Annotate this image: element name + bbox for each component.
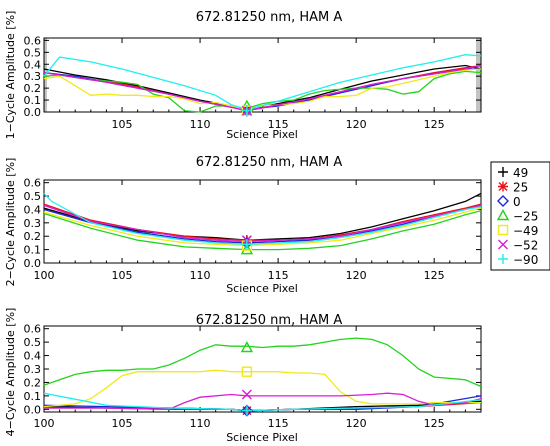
edge-shade-right (476, 38, 481, 112)
x-ticks: 100 105 110 115 120 125 (34, 326, 466, 430)
series-markers (240, 99, 254, 117)
y-ticks: 0.00.10.20.30.40.50.6 (24, 34, 481, 119)
y-tick-label: 0.1 (24, 244, 42, 257)
series-lines (43, 192, 482, 251)
plot-frame (43, 325, 482, 413)
panel-title: 672.81250 nm, HAM A (196, 313, 343, 328)
y-tick-label: 0.1 (24, 390, 42, 403)
cross-marker (241, 389, 252, 400)
series-lines (43, 54, 482, 113)
legend-frame (490, 161, 550, 271)
y-tick-label: 0.0 (24, 257, 42, 270)
legend-label: −52 (513, 239, 538, 253)
series-line-4 (43, 369, 481, 408)
triangle-marker (240, 341, 254, 353)
y-tick-label: 0.2 (24, 82, 42, 95)
x-tick-label: 120 (346, 269, 367, 282)
y-tick-label: 0.6 (24, 177, 42, 190)
diamond-marker (497, 195, 509, 207)
x-tick-label: 125 (424, 118, 445, 131)
x-axis-label: Science Pixel (226, 431, 298, 444)
y-ticks: 0.00.10.20.30.40.50.6 (24, 177, 481, 270)
x-tick-label: 110 (190, 118, 211, 131)
plus-marker (241, 105, 252, 116)
x-tick-label: 120 (346, 118, 367, 131)
series-line-5 (43, 64, 482, 112)
x-axis-label: Science Pixel (226, 282, 298, 295)
y-tick-label: 0.4 (24, 58, 42, 71)
plus-marker (241, 239, 252, 250)
x-axis-label: Science Pixel (226, 128, 298, 141)
y-tick-label: 0.6 (24, 34, 42, 47)
legend-label: 0 (513, 195, 521, 209)
y-tick-label: 0.3 (24, 217, 42, 230)
x-tick-label: 105 (112, 118, 133, 131)
series-lines (43, 337, 482, 412)
y-axis-label: 2−Cycle Amplitude [%] (4, 158, 17, 287)
triangle-marker (240, 243, 254, 255)
plot-frame (43, 37, 482, 113)
y-tick-label: 0.4 (24, 350, 42, 363)
x-tick-label: 110 (190, 269, 211, 282)
panel-2: 672.81250 nm, HAM A 0.00.10.20.30.40.50.… (4, 155, 482, 295)
x-tick-label: 115 (268, 417, 289, 430)
legend-label: −49 (513, 224, 538, 238)
series-line-3 (43, 337, 482, 388)
x-ticks: 105 110 115 120 125 (59, 38, 466, 131)
series-markers (240, 341, 254, 417)
asterisk-marker (498, 181, 508, 192)
y-tick-label: 0.3 (24, 363, 42, 376)
y-tick-label: 0.5 (24, 190, 42, 203)
plus-marker (498, 254, 508, 264)
x-tick-label: 100 (34, 417, 55, 430)
x-tick-label: 110 (190, 417, 211, 430)
y-tick-label: 0.5 (24, 46, 42, 59)
plus-marker (498, 167, 508, 177)
x-ticks: 100 105 110 115 120 125 (34, 180, 466, 282)
x-tick-label: 115 (268, 118, 289, 131)
triangle-marker (496, 209, 510, 221)
square-marker (497, 224, 509, 236)
series-line-0 (43, 192, 482, 241)
plus-marker (241, 405, 252, 416)
y-ticks: 0.00.10.20.30.40.50.6 (24, 323, 481, 416)
y-tick-label: 0.3 (24, 70, 42, 83)
panel-3: 672.81250 nm, HAM A 0.00.10.20.30.40.50.… (4, 308, 482, 444)
panel-title: 672.81250 nm, HAM A (196, 10, 343, 25)
x-tick-label: 120 (346, 417, 367, 430)
x-tick-label: 125 (424, 269, 445, 282)
legend-label: 25 (513, 181, 528, 195)
legend-label: 49 (513, 166, 528, 180)
square-marker (241, 366, 253, 377)
y-tick-label: 0.4 (24, 203, 42, 216)
x-tick-label: 100 (34, 269, 55, 282)
cross-marker (498, 239, 508, 250)
series-line-5 (43, 204, 482, 243)
y-axis-label: 1−Cycle Amplitude [%] (4, 11, 17, 140)
y-tick-label: 0.5 (24, 336, 42, 349)
y-tick-label: 0.0 (24, 403, 42, 416)
x-tick-label: 105 (112, 269, 133, 282)
panel-title: 672.81250 nm, HAM A (196, 155, 343, 170)
series-line-3 (43, 210, 482, 251)
legend-label: −25 (513, 210, 538, 224)
y-tick-label: 0.1 (24, 94, 42, 107)
x-tick-label: 105 (112, 417, 133, 430)
series-line-6 (43, 192, 482, 245)
y-tick-label: 0.0 (24, 106, 42, 119)
y-axis-label: 4−Cycle Amplitude [%] (4, 308, 17, 437)
x-tick-label: 125 (424, 417, 445, 430)
legend-label: −90 (513, 253, 538, 267)
y-tick-label: 0.6 (24, 323, 42, 336)
x-tick-label: 115 (268, 269, 289, 282)
panel-1: 672.81250 nm, HAM A 0.00.10.20.30.40.50.… (4, 10, 482, 141)
series-line-4 (43, 207, 482, 247)
y-tick-label: 0.2 (24, 230, 42, 243)
y-tick-label: 0.2 (24, 376, 42, 389)
series-markers (240, 235, 254, 255)
